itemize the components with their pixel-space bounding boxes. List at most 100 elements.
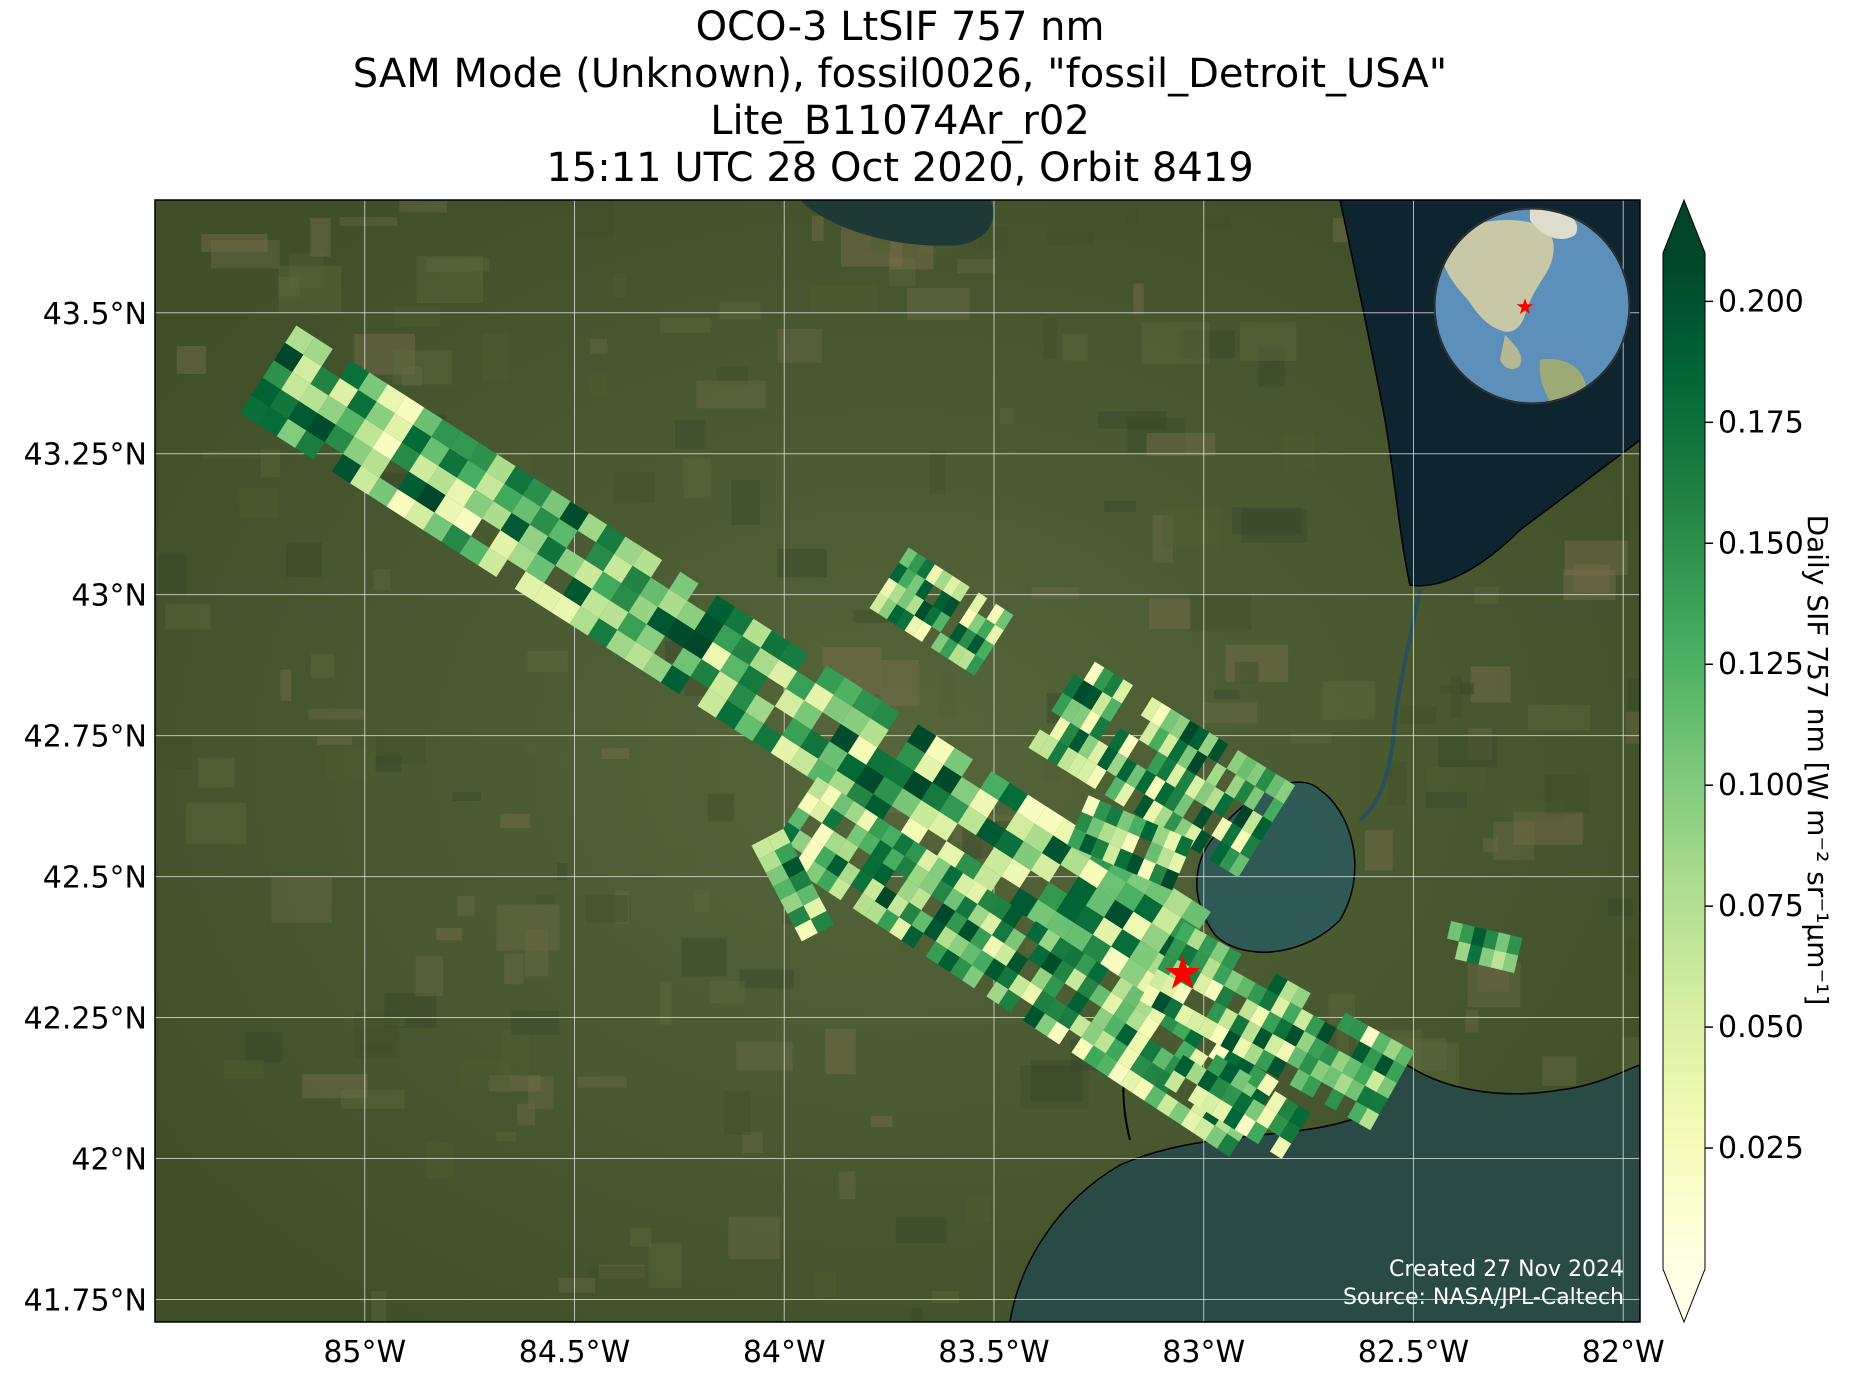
land-patch [1493,821,1535,861]
sif-pixel [292,354,322,384]
sif-pixel [1119,1069,1142,1093]
land-patch [613,472,655,504]
sif-pixel [819,784,842,808]
sif-pixel [868,817,891,840]
land-patch [1126,208,1138,224]
sif-pixel [822,694,852,724]
land-patch [707,793,734,822]
sif-pixel [1275,1040,1296,1063]
land-patch [675,419,705,449]
sif-pixel [1139,820,1159,842]
sif-pixel [386,489,417,519]
sif-pixel [969,927,992,951]
sif-pixel [660,665,691,695]
sif-pixel [1197,1017,1218,1040]
sif-pixel [942,575,962,597]
sif-pixel [1040,952,1063,976]
sif-pixel [781,856,805,879]
map-area[interactable]: ★ ★ Created 27 Nov 2024 Source: NASA/JPL… [155,200,1695,1339]
sif-pixel [404,500,435,531]
land-patch [557,863,568,881]
land-patch [1564,540,1628,576]
sif-pixel [1100,697,1122,723]
sif-pixel [394,395,425,425]
sif-pixel [1111,977,1134,1001]
land-patch [1062,333,1088,361]
sif-pixel [937,949,960,973]
land-patch [870,1116,893,1128]
sif-pixel [906,864,929,888]
land-patch [1425,792,1467,809]
sif-pixel [734,712,764,742]
sif-pixel [1226,750,1248,775]
sif-pixel [486,454,516,484]
sif-pixel [1353,1063,1374,1086]
sif-pixel [745,694,775,724]
sif-pixel [1004,928,1027,952]
sif-pixel [1382,1038,1404,1061]
sif-pixel [1238,998,1259,1021]
sif-pixel [354,419,384,449]
sif-pixel [1267,973,1288,996]
sif-pixel [855,764,885,795]
land-patch [415,956,444,997]
land-patch [1141,321,1210,365]
lat-tick-label: 43.25°N [24,438,147,473]
sif-pixel [945,911,968,935]
sif-pixel [1174,1040,1197,1064]
sif-pixel [1209,841,1231,866]
sif-pixel [599,600,629,630]
sif-pixel [1113,1000,1136,1024]
sif-pixel [1123,985,1146,1009]
sif-pixel [1247,983,1268,1006]
sif-pixel [980,771,1010,801]
sif-pixel [1032,990,1055,1014]
sif-pixel [911,910,934,934]
land-patch [724,1090,751,1136]
sif-pixel [907,553,927,574]
sif-pixel [303,337,333,367]
sif-pixel [1076,758,1097,784]
land-patch [1030,1059,1083,1102]
sif-pixel [872,863,895,887]
sif-pixel [251,377,281,408]
map-frame [154,199,1641,1323]
land-patch [394,306,441,328]
sif-pixel [1093,800,1112,822]
sif-pixel [930,632,950,654]
sif-pixel [1289,1069,1310,1092]
land-patch [1203,702,1258,723]
sif-pixel [909,800,940,830]
land-patch [1290,732,1332,744]
sif-pixel [914,753,944,783]
land-patch [210,239,280,269]
sif-pixel [1330,1050,1351,1073]
sif-pixel [968,788,999,818]
sif-pixel [1108,728,1130,753]
colorbar-tick-label: 0.050 [1718,1010,1804,1045]
sif-pixel [335,407,366,437]
land-patch [1133,283,1144,315]
colorbar-extend-min [1663,1269,1705,1322]
target-marker[interactable]: ★ [1162,945,1203,999]
sif-pixel [1192,972,1213,995]
sif-pixel [1341,1057,1363,1080]
sif-pixel [959,942,982,966]
land-patch [511,1010,560,1035]
sif-pixel [896,589,916,610]
sif-pixel [1185,1062,1207,1085]
sif-pixel [365,401,395,431]
sif-pixel [262,360,293,390]
sif-pixel [1223,1106,1245,1130]
lat-tick-label: 42.75°N [24,720,147,755]
sif-pixel [1023,823,1054,853]
sif-pixel [770,735,801,765]
sif-pixel [295,430,325,460]
sif-pixel [1371,1032,1392,1055]
lat-tick-label: 42.25°N [24,1002,147,1037]
sif-pixel [1478,947,1495,968]
sif-pixel [276,418,307,448]
sif-pixel [1060,698,1082,723]
sif-pixel [665,618,695,648]
sif-pixel [749,647,779,678]
